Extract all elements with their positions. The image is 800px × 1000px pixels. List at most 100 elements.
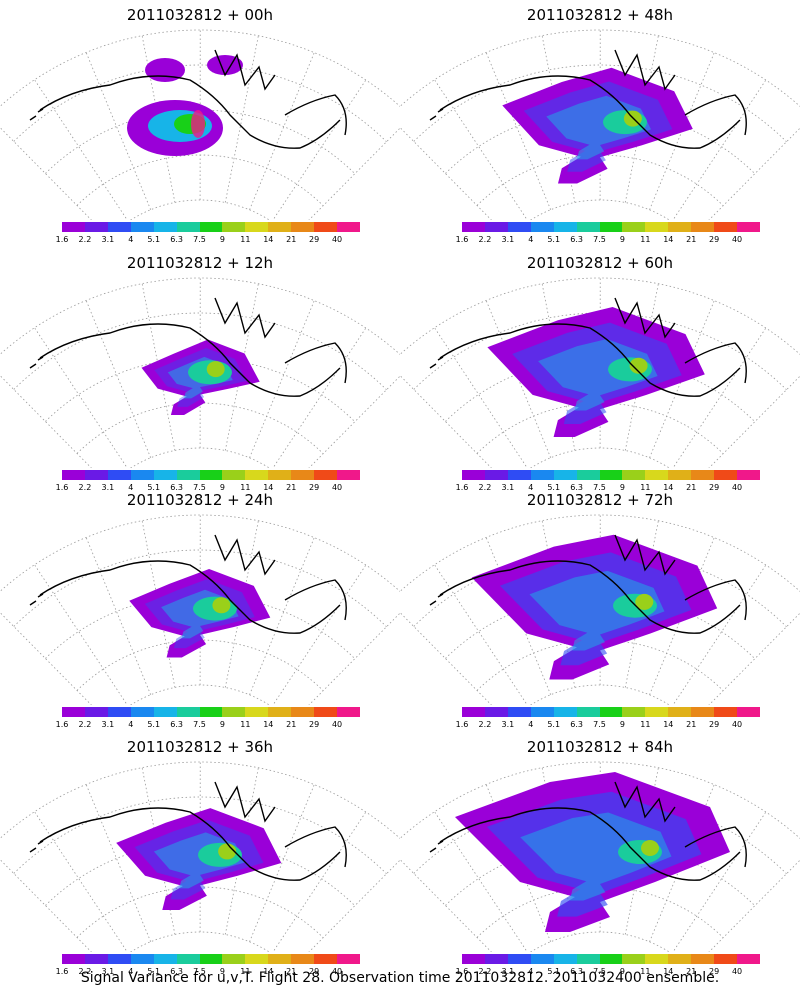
- colorbar-swatch: [691, 707, 715, 717]
- colorbar-swatch: [153, 222, 177, 232]
- colorbar-tick-label: 40: [731, 720, 743, 729]
- colorbar-tick-label: 29: [709, 720, 720, 729]
- colorbar-swatch: [484, 222, 508, 232]
- colorbar-tick-label: 6.3: [570, 235, 583, 244]
- colorbar-labels: 1.6 2.2 3.1 4 5.1 6.3 7.5 9 11 14 21 29 40: [456, 720, 760, 730]
- colorbar-tick-label: 1.6: [55, 483, 69, 492]
- colorbar-tick-label: 40: [331, 483, 343, 492]
- variance-field: [116, 808, 282, 910]
- forecast-panel: 2011032812 + 00h 1.6 2.2 3.1 4 5.1 6.3 7.5 9 11 14…: [0, 0, 400, 250]
- forecast-panel: 2011032812 + 24h 1.6 2.2 3.1 4 5.1 6.3 7.5 9 11 14…: [0, 485, 400, 735]
- colorbar-swatch: [553, 222, 577, 232]
- colorbar-swatch: [107, 222, 131, 232]
- colorbar-tick-label: 21: [286, 483, 297, 492]
- colorbar-tick-label: 5.1: [147, 720, 161, 729]
- colorbar-tick-label: 40: [331, 967, 343, 976]
- colorbar-tick-label: 40: [731, 235, 743, 244]
- colorbar-tick-label: 7.5: [193, 235, 206, 244]
- colorbar-swatch: [622, 707, 646, 717]
- colorbar-tick-label: 7.5: [593, 720, 606, 729]
- colorbar-swatch: [199, 954, 223, 964]
- colorbar: [62, 954, 360, 964]
- colorbar-tick-label: 2.2: [478, 235, 492, 244]
- colorbar-tick-label: 6.3: [170, 720, 183, 729]
- colorbar-tick-label: 3.1: [501, 483, 515, 492]
- colorbar-tick-label: 14: [663, 235, 674, 244]
- colorbar-tick-label: 9: [619, 483, 625, 492]
- colorbar-tick-label: 1.6: [55, 720, 69, 729]
- forecast-panel: 2011032812 + 48h 1.6 2.2 3.1 4 5.1 6.3 7.5 9 11 14…: [400, 0, 800, 250]
- colorbar-swatch: [84, 222, 108, 232]
- colorbar-swatch: [714, 954, 738, 964]
- colorbar-tick-label: 21: [286, 720, 297, 729]
- colorbar-tick-label: 21: [686, 483, 697, 492]
- colorbar-swatch: [199, 707, 223, 717]
- colorbar-tick-label: 2.2: [478, 720, 492, 729]
- colorbar-tick-label: 6.3: [170, 967, 183, 976]
- colorbar-swatch: [245, 707, 269, 717]
- colorbar-swatch: [462, 222, 485, 232]
- colorbar-swatch: [84, 707, 108, 717]
- colorbar-tick-label: 29: [309, 235, 320, 244]
- colorbar: [62, 707, 360, 717]
- colorbar-tick-label: 5.1: [147, 967, 161, 976]
- colorbar-swatch: [130, 470, 154, 480]
- colorbar-swatch: [291, 222, 315, 232]
- colorbar-swatch: [222, 707, 246, 717]
- colorbar-tick-label: 21: [286, 235, 297, 244]
- colorbar-swatch: [130, 707, 154, 717]
- colorbar-swatch: [222, 222, 246, 232]
- colorbar-tick-label: 11: [640, 967, 651, 976]
- colorbar-tick-label: 11: [640, 235, 651, 244]
- colorbar-swatch: [245, 954, 269, 964]
- colorbar-swatch: [622, 954, 646, 964]
- colorbar-tick-label: 2.2: [78, 967, 92, 976]
- colorbar-tick-label: 5.1: [147, 483, 161, 492]
- colorbar-swatch: [176, 954, 200, 964]
- colorbar-swatch: [153, 707, 177, 717]
- colorbar-swatch: [291, 707, 315, 717]
- colorbar-swatch: [668, 954, 692, 964]
- colorbar-tick-label: 3.1: [101, 483, 115, 492]
- colorbar-swatch: [84, 954, 108, 964]
- colorbar-swatch: [691, 470, 715, 480]
- colorbar-swatch: [530, 954, 554, 964]
- colorbar-tick-label: 14: [663, 720, 674, 729]
- colorbar-swatch: [62, 707, 85, 717]
- colorbar-labels: 1.6 2.2 3.1 4 5.1 6.3 7.5 9 11 14 21 29 40: [56, 483, 360, 493]
- colorbar-tick-label: 14: [263, 967, 274, 976]
- colorbar-swatch: [62, 954, 85, 964]
- forecast-panel: 2011032812 + 84h 1.6 2.2 3.1 4 5.1 6.3 7.5 9 11 14…: [400, 732, 800, 982]
- colorbar-swatch: [622, 470, 646, 480]
- colorbar-tick-label: 14: [663, 967, 674, 976]
- colorbar-swatch: [668, 222, 692, 232]
- colorbar-tick-label: 3.1: [501, 720, 515, 729]
- colorbar-tick-label: 3.1: [501, 235, 515, 244]
- coastline: [429, 49, 747, 149]
- colorbar-tick-label: 7.5: [193, 720, 206, 729]
- colorbar-tick-label: 9: [219, 967, 225, 976]
- colorbar-tick-label: 40: [731, 967, 743, 976]
- figure-caption: Signal Variance for u,v,T. Flight 28. Ob…: [80, 970, 720, 986]
- colorbar-swatch: [107, 954, 131, 964]
- colorbar-swatch: [176, 222, 200, 232]
- colorbar-tick-label: 21: [686, 235, 697, 244]
- colorbar-swatch: [507, 954, 531, 964]
- colorbar-swatch: [737, 707, 760, 717]
- colorbar-tick-label: 7.5: [593, 967, 606, 976]
- colorbar-swatch: [314, 470, 338, 480]
- colorbar-tick-label: 14: [263, 720, 274, 729]
- polar-map: [400, 277, 800, 468]
- panel-title: 2011032812 + 72h: [526, 491, 674, 509]
- colorbar-swatch: [268, 222, 292, 232]
- polar-map: [400, 761, 800, 952]
- polar-map: [0, 514, 400, 705]
- colorbar-tick-label: 3.1: [101, 235, 115, 244]
- panel-title: 2011032812 + 12h: [126, 254, 274, 272]
- colorbar-tick-label: 2.2: [478, 483, 492, 492]
- colorbar: [462, 707, 760, 717]
- colorbar-labels: 1.6 2.2 3.1 4 5.1 6.3 7.5 9 11 14 21 29 40: [56, 967, 360, 977]
- colorbar-labels: 1.6 2.2 3.1 4 5.1 6.3 7.5 9 11 14 21 29 40: [456, 967, 760, 977]
- colorbar-tick-label: 6.3: [170, 483, 183, 492]
- colorbar-swatch: [222, 954, 246, 964]
